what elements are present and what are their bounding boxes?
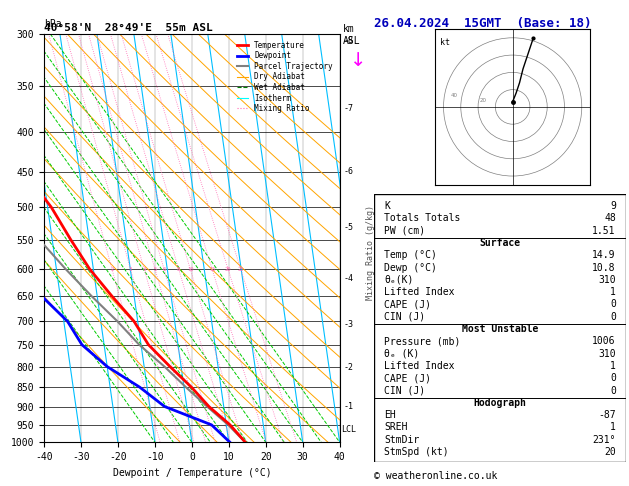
Text: 310: 310 [598,275,616,285]
Text: km: km [343,24,355,34]
Text: EH: EH [384,410,396,420]
Text: Totals Totals: Totals Totals [384,213,460,224]
Text: 15: 15 [209,266,215,272]
Text: -1: -1 [343,402,353,411]
Text: -2: -2 [343,363,353,372]
Text: kt: kt [440,38,450,47]
Text: 26.04.2024  15GMT  (Base: 18): 26.04.2024 15GMT (Base: 18) [374,17,592,30]
Text: CIN (J): CIN (J) [384,312,425,322]
Text: 1006: 1006 [593,336,616,347]
Text: 20: 20 [604,447,616,457]
Text: CAPE (J): CAPE (J) [384,373,431,383]
Text: -4: -4 [343,274,353,283]
Text: 0: 0 [610,373,616,383]
Text: 2: 2 [110,266,114,272]
Text: 0: 0 [610,299,616,310]
Text: 10: 10 [187,266,194,272]
Text: 6: 6 [162,266,165,272]
Text: Most Unstable: Most Unstable [462,324,538,334]
Text: ↓: ↓ [350,51,367,70]
Text: θₑ (K): θₑ (K) [384,348,420,359]
Text: 20: 20 [225,266,231,272]
Text: 25: 25 [237,266,244,272]
Text: Surface: Surface [479,238,521,248]
Text: 0: 0 [610,385,616,396]
Text: CIN (J): CIN (J) [384,385,425,396]
Text: 48: 48 [604,213,616,224]
Text: 1: 1 [610,422,616,433]
Text: PW (cm): PW (cm) [384,226,425,236]
Text: 20: 20 [480,98,487,103]
Text: Mixing Ratio (g/kg): Mixing Ratio (g/kg) [366,205,375,300]
Text: SREH: SREH [384,422,408,433]
Text: 3: 3 [129,266,132,272]
Text: StmSpd (kt): StmSpd (kt) [384,447,449,457]
Text: -7: -7 [343,104,353,113]
Text: 40°58'N  28°49'E  55m ASL: 40°58'N 28°49'E 55m ASL [44,23,213,33]
Text: 5: 5 [153,266,157,272]
Text: Lifted Index: Lifted Index [384,361,455,371]
Text: hPa: hPa [44,19,62,29]
Text: ASL: ASL [343,36,360,46]
Text: 310: 310 [598,348,616,359]
Text: 8: 8 [177,266,181,272]
Text: 4: 4 [143,266,146,272]
Text: 40: 40 [450,92,457,98]
Text: 1: 1 [610,361,616,371]
Text: StmDir: StmDir [384,434,420,445]
Text: CAPE (J): CAPE (J) [384,299,431,310]
Text: -3: -3 [343,320,353,329]
Text: -5: -5 [343,223,353,232]
Text: Lifted Index: Lifted Index [384,287,455,297]
Text: 0: 0 [610,312,616,322]
Legend: Temperature, Dewpoint, Parcel Trajectory, Dry Adiabat, Wet Adiabat, Isotherm, Mi: Temperature, Dewpoint, Parcel Trajectory… [233,38,336,116]
Text: Dewp (°C): Dewp (°C) [384,262,437,273]
Text: θₑ(K): θₑ(K) [384,275,414,285]
Text: © weatheronline.co.uk: © weatheronline.co.uk [374,471,498,481]
Text: 10.8: 10.8 [593,262,616,273]
Text: Temp (°C): Temp (°C) [384,250,437,260]
Text: 14.9: 14.9 [593,250,616,260]
Text: 231°: 231° [593,434,616,445]
Text: 9: 9 [610,201,616,211]
Text: Pressure (mb): Pressure (mb) [384,336,460,347]
Text: -8: -8 [343,36,353,45]
Text: -87: -87 [598,410,616,420]
Text: Hodograph: Hodograph [474,398,526,408]
Text: 1: 1 [610,287,616,297]
Text: K: K [384,201,390,211]
Text: -6: -6 [343,167,353,176]
X-axis label: Dewpoint / Temperature (°C): Dewpoint / Temperature (°C) [113,468,271,478]
Text: 1.51: 1.51 [593,226,616,236]
Text: LCL: LCL [342,425,357,434]
